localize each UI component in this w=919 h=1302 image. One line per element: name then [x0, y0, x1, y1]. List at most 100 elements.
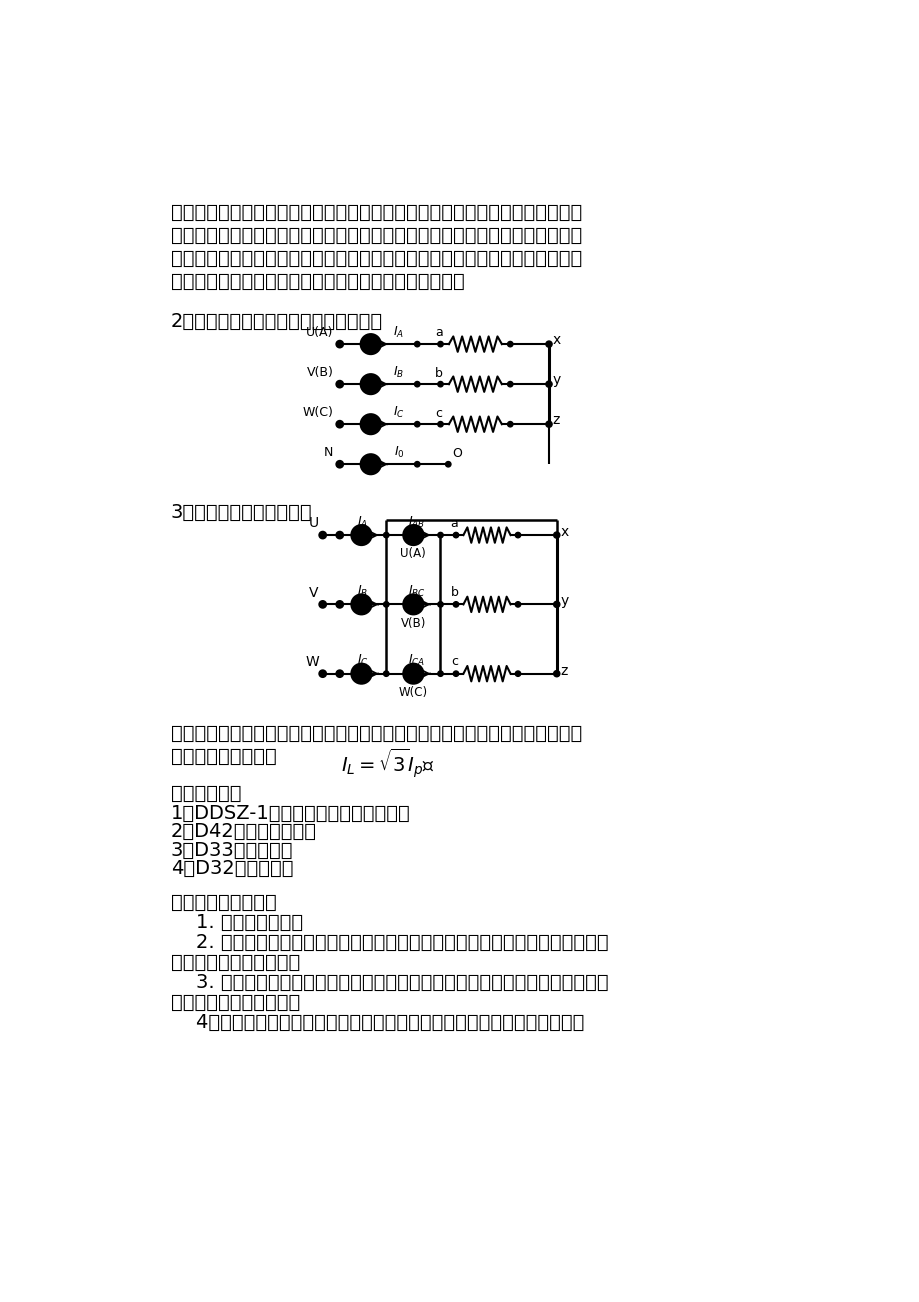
Text: $I_B$: $I_B$ [393, 365, 404, 380]
Circle shape [336, 380, 343, 388]
Text: U: U [309, 517, 319, 530]
Text: W: W [305, 655, 319, 669]
Circle shape [414, 461, 419, 467]
Text: z: z [552, 413, 560, 427]
Circle shape [553, 671, 560, 677]
Text: a: a [435, 327, 442, 340]
Text: z: z [560, 664, 567, 677]
Circle shape [351, 525, 371, 546]
Circle shape [453, 602, 459, 607]
Circle shape [351, 595, 371, 615]
Circle shape [437, 671, 443, 676]
Text: 载的一端接在一起称为负载的中性点或零点。电源的中性点与负载中性点的连线: 载的一端接在一起称为负载的中性点或零点。电源的中性点与负载中性点的连线 [171, 249, 582, 268]
Text: $I_{AB}$: $I_{AB}$ [407, 514, 425, 530]
Circle shape [437, 341, 443, 346]
Text: 电压；流过电源或负载各相的电流称为相电流，流过各端线的电流称为线电流。: 电压；流过电源或负载各相的电流称为相电流，流过各端线的电流称为线电流。 [171, 202, 582, 221]
Circle shape [437, 422, 443, 427]
Text: c: c [450, 655, 458, 668]
Text: b: b [435, 367, 442, 380]
Circle shape [553, 602, 560, 608]
Circle shape [336, 461, 343, 467]
Text: 2、D42三相可调电阻器: 2、D42三相可调电阻器 [171, 823, 316, 841]
Text: $I_C$: $I_C$ [357, 654, 369, 668]
Circle shape [403, 664, 423, 684]
Circle shape [545, 421, 551, 427]
Text: U(A): U(A) [400, 547, 425, 560]
Text: $I_L = \sqrt{3}I_p$。: $I_L = \sqrt{3}I_p$。 [341, 747, 435, 780]
Circle shape [383, 602, 389, 607]
Text: $I_C$: $I_C$ [392, 405, 404, 419]
Circle shape [515, 671, 520, 676]
Circle shape [336, 341, 343, 348]
Text: 1. 组接实验电路；: 1. 组接实验电路； [171, 913, 302, 932]
Circle shape [453, 533, 459, 538]
Text: N: N [323, 445, 334, 458]
Text: 流在数值上的关系为: 流在数值上的关系为 [171, 747, 289, 766]
Circle shape [383, 671, 389, 676]
Circle shape [360, 335, 380, 354]
Circle shape [360, 454, 380, 474]
Circle shape [403, 525, 423, 546]
Text: x: x [560, 525, 568, 539]
Circle shape [319, 531, 326, 539]
Circle shape [507, 341, 513, 346]
Circle shape [414, 341, 419, 346]
Text: 负载为三角形联结时，线电压等于相电压。当电源与负载对称时，线电流和相电: 负载为三角形联结时，线电压等于相电压。当电源与负载对称时，线电流和相电 [171, 724, 582, 742]
Text: 3、D33交流电压表: 3、D33交流电压表 [171, 841, 293, 859]
Circle shape [319, 602, 326, 608]
Circle shape [553, 533, 560, 538]
Text: 四、实验设备: 四、实验设备 [171, 784, 241, 803]
Circle shape [445, 461, 450, 467]
Text: W(C): W(C) [302, 406, 334, 419]
Circle shape [515, 533, 520, 538]
Text: 2. 三相四线制，三相负载为星形联结时，分别测量线电压、相电压、线电流、: 2. 三相四线制，三相负载为星形联结时，分别测量线电压、相电压、线电流、 [171, 934, 607, 952]
Circle shape [545, 341, 551, 348]
Circle shape [383, 533, 389, 538]
Text: 4、D32交流电流表: 4、D32交流电流表 [171, 859, 293, 879]
Text: $I_B$: $I_B$ [357, 583, 369, 599]
Circle shape [336, 421, 343, 427]
Circle shape [515, 602, 520, 607]
Circle shape [414, 422, 419, 427]
Circle shape [351, 664, 371, 684]
Text: 1、DDSZ-1型电机及电气技术试验装置: 1、DDSZ-1型电机及电气技术试验装置 [171, 803, 410, 823]
Text: 4、三相三线制，三相负载为三角形联结时，分别测量线电流、相电流，记: 4、三相三线制，三相负载为三角形联结时，分别测量线电流、相电流，记 [171, 1013, 584, 1032]
Text: $I_{BC}$: $I_{BC}$ [407, 583, 425, 599]
Circle shape [403, 595, 423, 615]
Text: O: O [451, 447, 461, 460]
Text: U(A): U(A) [306, 326, 334, 339]
Circle shape [319, 671, 326, 677]
Text: x: x [552, 333, 561, 348]
Text: y: y [552, 374, 561, 387]
Text: $I_A$: $I_A$ [393, 324, 404, 340]
Circle shape [437, 602, 443, 607]
Text: V(B): V(B) [306, 366, 334, 379]
Text: c: c [435, 406, 442, 419]
Text: $I_0$: $I_0$ [393, 444, 404, 460]
Circle shape [360, 374, 380, 395]
Text: a: a [450, 517, 458, 530]
Text: 五、实验内容与步骤: 五、实验内容与步骤 [171, 893, 277, 913]
Text: W(C): W(C) [398, 686, 427, 699]
Text: 2．三相负载的星形联结（三相四线制）: 2．三相负载的星形联结（三相四线制） [171, 311, 382, 331]
Text: 3. 三相三线制，三相负载为星形联结时，分别测量线电压、相电压、线电流、: 3. 三相三线制，三相负载为星形联结时，分别测量线电压、相电压、线电流、 [171, 973, 607, 992]
Circle shape [360, 414, 380, 434]
Circle shape [507, 381, 513, 387]
Text: 称为中性线或零线。流过中性线的电流称为中性线电流。: 称为中性线或零线。流过中性线的电流称为中性线电流。 [171, 272, 464, 290]
Text: 星形联结时，各相电压源的负极连在一起称为三相电源的中性点或零点。各相负: 星形联结时，各相电压源的负极连在一起称为三相电源的中性点或零点。各相负 [171, 225, 582, 245]
Circle shape [414, 381, 419, 387]
Text: $I_{CA}$: $I_{CA}$ [407, 654, 425, 668]
Circle shape [336, 602, 343, 608]
Text: V(B): V(B) [401, 617, 425, 630]
Circle shape [453, 671, 459, 676]
Text: 3．三相负载的三角形联结: 3．三相负载的三角形联结 [171, 503, 312, 522]
Circle shape [336, 531, 343, 539]
Text: b: b [450, 586, 458, 599]
Text: y: y [560, 594, 568, 608]
Text: 相电流，记录实验数据。: 相电流，记录实验数据。 [171, 953, 300, 973]
Circle shape [545, 381, 551, 387]
Text: V: V [309, 586, 319, 600]
Text: $I_A$: $I_A$ [357, 514, 369, 530]
Text: 相电流，记录实验数据。: 相电流，记录实验数据。 [171, 993, 300, 1012]
Circle shape [336, 671, 343, 677]
